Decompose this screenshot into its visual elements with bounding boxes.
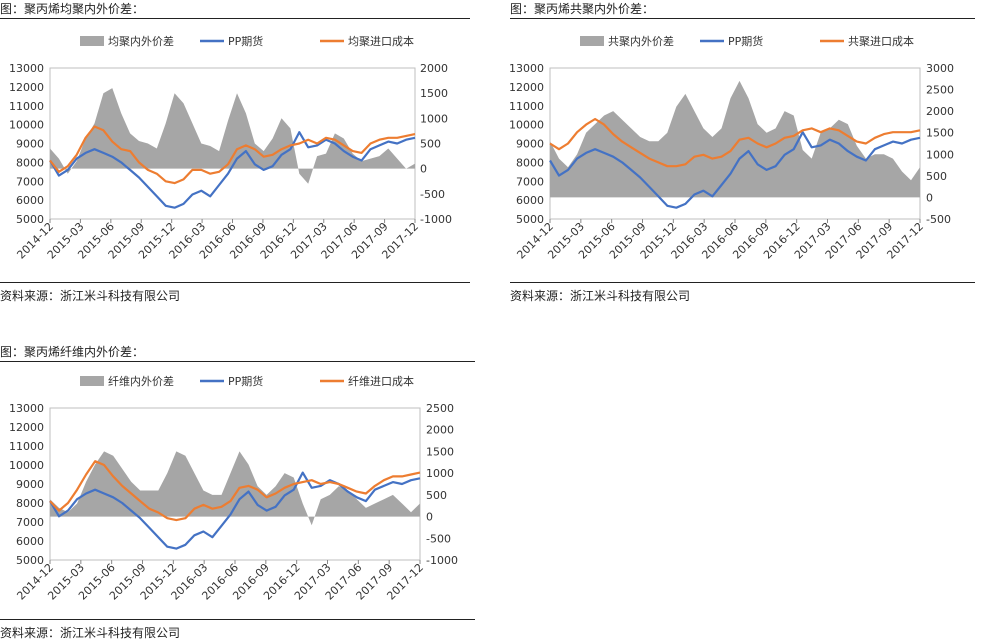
spread-area-series xyxy=(50,88,415,184)
pp-futures-line xyxy=(49,131,416,209)
y-left-tick-label: 7000 xyxy=(516,175,544,188)
y-right-tick-label: 500 xyxy=(426,489,447,502)
y-left-tick-label: 12000 xyxy=(9,81,44,94)
y-left-tick-label: 6000 xyxy=(16,194,44,207)
y-left-tick-label: 8000 xyxy=(16,497,44,510)
y-right-tick-label: 2500 xyxy=(426,402,454,415)
legend-label: 均聚进口成本 xyxy=(348,34,414,48)
y-right-tick-label: 1500 xyxy=(420,87,448,100)
y-right-tick-label: -500 xyxy=(426,532,451,545)
chart-panel-homopolymer: 图：聚丙烯均聚内外价差： 5000 6000 7000 8000 9000 10000 11… xyxy=(0,0,470,305)
chart-title: 图：聚丙烯均聚内外价差： xyxy=(0,2,145,16)
y-left-tick-label: 6000 xyxy=(16,535,44,548)
y-right-tick-label: 1500 xyxy=(926,127,954,140)
y-right-tick-label: -500 xyxy=(926,213,951,226)
import-cost-line xyxy=(549,117,921,168)
y-right-tick-label: 1000 xyxy=(426,467,454,480)
y-right-tick-label: 0 xyxy=(926,191,933,204)
pp-futures-line xyxy=(49,471,421,550)
y-right-tick-label: 1500 xyxy=(426,445,454,458)
spread-area-series xyxy=(550,80,920,198)
y-left-tick-label: 8000 xyxy=(16,156,44,169)
chart-title: 图：聚丙烯共聚内外价差： xyxy=(510,2,655,16)
y-left-tick-label: 13000 xyxy=(510,62,544,75)
y-right-tick-label: -1000 xyxy=(420,213,452,226)
copolymer-chart: 5000600070008000900010000110001200013000… xyxy=(510,34,954,262)
y-left-tick-label: 12000 xyxy=(9,421,44,434)
y-left-tick-label: 13000 xyxy=(9,402,44,415)
y-left-tick-label: 7000 xyxy=(16,516,44,529)
y-right-tick-label: 2500 xyxy=(926,84,954,97)
y-left-tick-label: 5000 xyxy=(16,213,44,226)
legend-label: 共聚内外价差 xyxy=(608,34,674,48)
y-left-tick-label: 6000 xyxy=(516,194,544,207)
legend-swatch-area xyxy=(80,36,104,46)
y-right-tick-label: 1000 xyxy=(420,112,448,125)
legend-label: PP期货 xyxy=(228,374,263,388)
y-right-tick-label: 3000 xyxy=(926,62,954,75)
data-source: 资料来源：浙江米斗科技有限公司 xyxy=(510,289,691,303)
chart-panel-fiber: 图：聚丙烯纤维内外价差： 5000 6000 7000 8000 9000 10000 11… xyxy=(0,343,475,640)
y-left-tick-label: 12000 xyxy=(510,81,544,94)
legend-label: 纤维内外价差 xyxy=(108,374,174,388)
y-left-tick-label: 9000 xyxy=(16,138,44,151)
data-source: 资料来源：浙江米斗科技有限公司 xyxy=(0,289,181,303)
y-left-tick-label: 9000 xyxy=(516,138,544,151)
legend-label: 纤维进口成本 xyxy=(348,374,414,388)
legend-swatch-area xyxy=(80,376,104,386)
pp-futures-line xyxy=(549,131,921,209)
y-right-tick-label: 2000 xyxy=(426,424,454,437)
legend-label: 均聚内外价差 xyxy=(108,34,174,48)
fiber-chart: 5000600070008000900010000110001200013000… xyxy=(9,374,458,603)
y-left-tick-label: 9000 xyxy=(16,478,44,491)
y-right-tick-label: 2000 xyxy=(420,62,448,75)
data-source: 资料来源：浙江米斗科技有限公司 xyxy=(0,626,181,640)
import-cost-line xyxy=(49,460,421,522)
y-right-tick-label: -500 xyxy=(420,188,445,201)
y-left-tick-label: 10000 xyxy=(9,459,44,472)
y-right-tick-label: 0 xyxy=(426,511,433,524)
y-right-tick-label: 2000 xyxy=(926,105,954,118)
y-left-tick-label: 10000 xyxy=(9,119,44,132)
source-divider xyxy=(0,619,475,620)
y-left-tick-label: 11000 xyxy=(510,100,544,113)
y-left-tick-label: 5000 xyxy=(516,213,544,226)
title-divider xyxy=(510,18,975,19)
y-left-tick-label: 5000 xyxy=(16,554,44,567)
y-right-tick-label: 500 xyxy=(926,170,947,183)
y-left-tick-label: 11000 xyxy=(9,440,44,453)
y-right-tick-label: -1000 xyxy=(426,554,458,567)
import-cost-line xyxy=(49,125,416,185)
legend-label: PP期货 xyxy=(228,34,263,48)
legend-swatch-area xyxy=(580,36,604,46)
title-divider xyxy=(0,18,470,19)
legend-label: PP期货 xyxy=(728,34,763,48)
y-left-tick-label: 7000 xyxy=(16,175,44,188)
source-divider xyxy=(0,282,470,283)
y-right-tick-label: 500 xyxy=(420,138,441,151)
spread-area-series xyxy=(50,451,420,526)
homopolymer-chart: 5000600070008000900010000110001200013000… xyxy=(9,34,452,262)
chart-panel-copolymer: 图：聚丙烯共聚内外价差： 5000 6000 7000 8000 9000 10000 11… xyxy=(510,0,975,305)
y-left-tick-label: 10000 xyxy=(510,119,544,132)
y-left-tick-label: 11000 xyxy=(9,100,44,113)
y-left-tick-label: 13000 xyxy=(9,62,44,75)
y-right-tick-label: 1000 xyxy=(926,148,954,161)
title-divider xyxy=(0,361,475,362)
chart-title: 图：聚丙烯纤维内外价差： xyxy=(0,345,145,359)
legend-label: 共聚进口成本 xyxy=(848,34,914,48)
y-right-tick-label: 0 xyxy=(420,163,427,176)
source-divider xyxy=(510,282,975,283)
y-left-tick-label: 8000 xyxy=(516,156,544,169)
